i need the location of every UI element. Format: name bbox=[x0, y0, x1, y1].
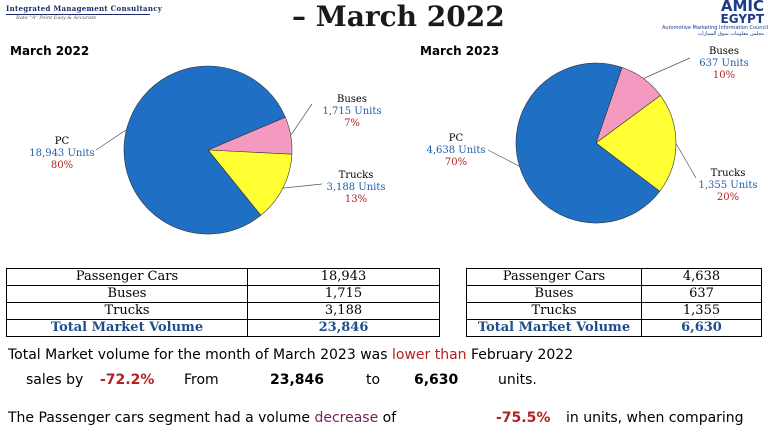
summary-lower-than: lower than bbox=[391, 347, 467, 363]
pie-2023-label-trucks-pct: 20% bbox=[716, 192, 740, 203]
summary-line-1: Total Market volume for the month of Mar… bbox=[8, 347, 573, 363]
table-cell-value: 637 bbox=[641, 285, 762, 303]
table-row: Buses 637 bbox=[466, 285, 762, 303]
imc-brand-text: Integrated Management Consultancy bbox=[6, 4, 163, 15]
pie-2022-label-buses-units: 1,715 Units bbox=[322, 106, 382, 117]
amic-logo: AMIC EGYPT Automotive Marketing Informat… bbox=[662, 0, 768, 38]
pie-2022 bbox=[123, 65, 293, 235]
summary-line-3: The Passenger cars segment had a volume … bbox=[8, 410, 396, 426]
amic-logo-line2: EGYPT bbox=[720, 12, 764, 26]
table-cell-value: 1,715 bbox=[247, 285, 440, 303]
table-total-row: Total Market Volume 6,630 bbox=[466, 319, 762, 337]
amic-logo-line3: Automotive Marketing Information Council bbox=[662, 25, 768, 31]
pie-2023-label-buses: Buses 637 Units 10% bbox=[686, 46, 762, 82]
pie-2022-slice-trucks bbox=[207, 149, 293, 216]
pie-2023-label-pc-units: 4,638 Units bbox=[426, 145, 486, 156]
pie-2023-leader-buses bbox=[643, 57, 691, 79]
table-cell-value: 18,943 bbox=[247, 268, 440, 286]
summary-to-value: 6,630 bbox=[414, 372, 459, 388]
imc-tagline: Rate "A" Point Easy & Accurate bbox=[16, 15, 97, 21]
pie-2022-label-pc-units: 18,943 Units bbox=[29, 148, 95, 159]
pie-2022-label-pc: PC 18,943 Units 80% bbox=[22, 136, 102, 172]
label-leaders bbox=[95, 57, 697, 189]
amic-logo-line4: مجلس معلومات سوق السيارات bbox=[697, 31, 764, 37]
table-cell-label: Buses bbox=[6, 285, 248, 303]
pie-2023-label-pc: PC 4,638 Units 70% bbox=[416, 133, 496, 169]
pie-2022-leader-trucks bbox=[282, 183, 323, 189]
table-cell-value: 1,355 bbox=[641, 302, 762, 320]
pie-2023-label-trucks-units: 1,355 Units bbox=[698, 180, 758, 191]
table-cell-label: Buses bbox=[466, 285, 642, 303]
pie-2023-label-buses-pct: 10% bbox=[712, 70, 736, 81]
summary-from-value: 23,846 bbox=[270, 372, 325, 388]
chart-title-2023: March 2023 bbox=[420, 44, 500, 58]
table-cell-value: 4,638 bbox=[641, 268, 762, 286]
pie-2022-label-buses-pct: 7% bbox=[344, 118, 360, 129]
pie-2022-label-buses-name: Buses bbox=[337, 94, 367, 105]
summary-decrease: decrease bbox=[314, 410, 379, 426]
table-total-label: Total Market Volume bbox=[466, 319, 642, 337]
pie-2023-label-trucks-name: Trucks bbox=[710, 168, 746, 179]
pie-2022-label-trucks-pct: 13% bbox=[344, 194, 368, 205]
summary-line3-a: The Passenger cars segment had a volume bbox=[8, 410, 310, 426]
imc-logo: Integrated Management Consultancy Rate "… bbox=[6, 4, 163, 21]
summary-sales-by-label: sales by bbox=[26, 372, 84, 388]
table-cell-label: Trucks bbox=[466, 302, 642, 320]
pie-2023-label-trucks: Trucks 1,355 Units 20% bbox=[690, 168, 766, 204]
table-row: Trucks 3,188 bbox=[6, 302, 440, 320]
pie-2022-label-trucks-units: 3,188 Units bbox=[326, 182, 386, 193]
volume-table-2023: Passenger Cars 4,638 Buses 637 Trucks 1,… bbox=[466, 268, 762, 337]
pie-2023 bbox=[515, 62, 677, 224]
table-cell-value: 3,188 bbox=[247, 302, 440, 320]
table-total-row: Total Market Volume 23,846 bbox=[6, 319, 440, 337]
table-row: Passenger Cars 18,943 bbox=[6, 268, 440, 286]
table-total-label: Total Market Volume bbox=[6, 319, 248, 337]
chart-title-2022: March 2022 bbox=[10, 44, 90, 58]
pie-2022-label-pc-name: PC bbox=[54, 136, 70, 147]
summary-line1-c: February 2022 bbox=[470, 347, 574, 363]
pie-2023-label-pc-name: PC bbox=[448, 133, 464, 144]
pie-2022-leader-buses bbox=[290, 103, 313, 136]
pie-2023-label-buses-name: Buses bbox=[709, 46, 739, 57]
pie-2022-label-trucks: Trucks 3,188 Units 13% bbox=[316, 170, 396, 206]
pie-2022-slice-pc bbox=[123, 65, 286, 235]
volume-table-2022: Passenger Cars 18,943 Buses 1,715 Trucks… bbox=[6, 268, 440, 337]
summary-line3-c: of bbox=[382, 410, 397, 426]
table-cell-label: Passenger Cars bbox=[466, 268, 642, 286]
pie-2023-label-pc-pct: 70% bbox=[444, 157, 468, 168]
summary-pct-total: -72.2% bbox=[100, 372, 155, 388]
pie-2023-leader-pc bbox=[487, 149, 520, 167]
pie-2023-label-buses-units: 637 Units bbox=[699, 58, 749, 69]
pie-2022-label-buses: Buses 1,715 Units 7% bbox=[312, 94, 392, 130]
pie-2022-label-trucks-name: Trucks bbox=[338, 170, 374, 181]
table-total-value: 23,846 bbox=[247, 319, 440, 337]
page-title: – March 2022 bbox=[292, 0, 505, 33]
summary-from-label: From bbox=[184, 372, 219, 388]
table-total-value: 6,630 bbox=[641, 319, 762, 337]
summary-to-label: to bbox=[366, 372, 381, 388]
table-row: Trucks 1,355 bbox=[466, 302, 762, 320]
pie-2023-leader-trucks bbox=[675, 143, 697, 179]
table-row: Passenger Cars 4,638 bbox=[466, 268, 762, 286]
amic-logo-line1: AMIC bbox=[720, 0, 764, 15]
table-cell-label: Passenger Cars bbox=[6, 268, 248, 286]
summary-line3-d: in units, when comparing bbox=[566, 410, 744, 426]
pie-2022-leader-pc bbox=[95, 129, 127, 151]
summary-line1-a: Total Market volume for the month of Mar… bbox=[8, 347, 388, 363]
table-cell-label: Trucks bbox=[6, 302, 248, 320]
table-row: Buses 1,715 bbox=[6, 285, 440, 303]
pie-2022-label-pc-pct: 80% bbox=[50, 160, 74, 171]
summary-pct-pc: -75.5% bbox=[496, 410, 551, 426]
summary-units-label: units. bbox=[498, 372, 537, 388]
